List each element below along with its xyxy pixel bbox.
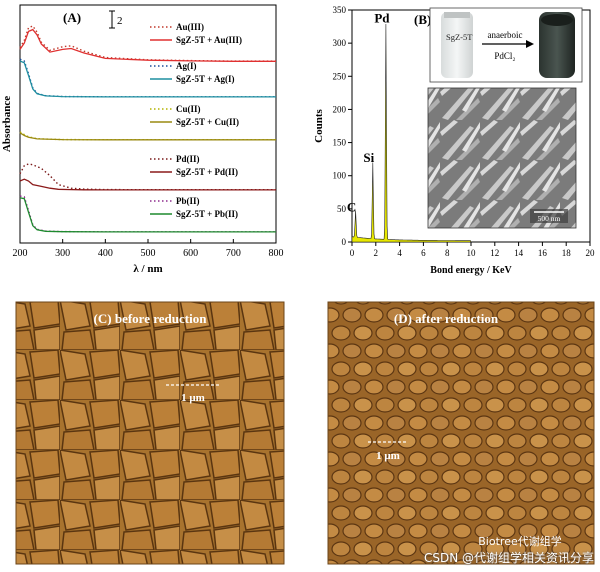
x-tick-label-b: 4 [397, 248, 402, 258]
x-tick-label-b: 0 [350, 248, 355, 258]
y-axis-label-b: Counts [313, 108, 325, 142]
inset-arrow-top: anaerboic [488, 30, 523, 40]
spectrum-area [351, 23, 472, 243]
panel-c-label: (C) before reduction [94, 311, 208, 326]
y-tick-label-b: 150 [333, 138, 347, 148]
y-tick-label-b: 350 [333, 5, 347, 15]
legend-label: SgZ-5T + Au(III) [176, 35, 242, 45]
curves-a [19, 25, 276, 233]
series-line [19, 58, 276, 98]
x-tick-label-a: 200 [13, 248, 28, 259]
legend-label: Pd(II) [176, 154, 200, 164]
legend-label: SgZ-5T + Cu(II) [176, 117, 239, 127]
panel-d-label: (D) after reduction [394, 311, 499, 326]
panel-b: Counts Bond energy / KeV 0 2 4 6 8 10 12 14 16 18… [313, 5, 595, 276]
y-tick-label-b: 100 [333, 171, 347, 181]
x-tick-label-b: 10 [467, 248, 477, 258]
legend-label: Ag(I) [176, 61, 197, 71]
x-tick-label-a: 400 [98, 248, 113, 259]
legend-label: SgZ-5T + Ag(I) [176, 74, 234, 84]
peak-label: Pd [374, 11, 390, 26]
x-ticks-a: 200 300 400 500 600 700 800 [13, 239, 284, 259]
x-tick-label-b: 6 [421, 248, 426, 258]
y-tick-label-b: 250 [333, 71, 347, 81]
series-line [19, 28, 276, 62]
x-tick-label-b: 18 [562, 248, 572, 258]
legend-label: SgZ-5T + Pd(II) [176, 167, 238, 177]
clear-vial [441, 12, 473, 78]
watermark: CSDN @代谢组学相关资讯分享 [423, 551, 594, 565]
scale-marker-label: 2 [117, 15, 123, 27]
x-axis-label-b: Bond energy / KeV [430, 265, 512, 276]
series-line [19, 132, 276, 141]
y-tick-label-b: 200 [333, 104, 347, 114]
panel-b-label: (B) [414, 12, 431, 27]
arrow-head-icon [526, 40, 534, 48]
series-line [19, 60, 276, 98]
x-tick-label-b: 20 [586, 248, 596, 258]
scale-label-c: 1 μm [181, 392, 205, 404]
peak-label: Si [363, 150, 374, 165]
x-tick-label-b: 8 [445, 248, 450, 258]
scale-marker: 2 [109, 10, 123, 29]
x-tick-label-b: 16 [538, 248, 548, 258]
x-tick-label-a: 300 [55, 248, 70, 259]
y-tick-label-b: 50 [337, 204, 347, 214]
x-tick-label-b: 12 [490, 248, 499, 258]
legend-label: Au(III) [176, 22, 204, 32]
peak-labels: C Si Pd [347, 11, 390, 215]
x-tick-label-a: 500 [141, 248, 156, 259]
wechat-tag: Biotree代谢组学 [478, 534, 561, 548]
legends-a: Au(III) SgZ-5T + Au(III) Ag(I) SgZ-5T + Ag(… [150, 22, 242, 219]
sem-scale-label: 500 nm [538, 214, 561, 223]
y-tick-label-b: 300 [333, 38, 347, 48]
panel-d: (D) after reduction 1 μm Biotree代谢组学 [327, 301, 595, 565]
dark-vial [539, 12, 575, 78]
afm-image-c [16, 302, 284, 564]
x-axis-label-a: λ / nm [133, 263, 162, 275]
eds-spectrum [351, 23, 472, 243]
legend-label: Pb(II) [176, 196, 200, 206]
x-tick-label-b: 14 [514, 248, 524, 258]
legend-label: Cu(II) [176, 104, 201, 114]
x-tick-label-a: 700 [226, 248, 241, 259]
sem-inset: 500 nm [427, 87, 577, 229]
panel-a: (A) 2 Absorbance 200 300 400 500 600 700 800 λ… [1, 4, 284, 275]
scale-label-d: 1 μm [376, 450, 400, 462]
peak-label: C [347, 199, 356, 214]
afm-image-d [328, 302, 594, 564]
legend-label: SgZ-5T + Pb(II) [176, 209, 238, 219]
y-axis-label-a: Absorbance [1, 96, 13, 152]
x-tick-label-b: 2 [374, 248, 379, 258]
series-line [19, 197, 276, 233]
y-tick-label-b: 0 [342, 237, 347, 247]
inset-arrow-bottom: PdCl₂ [494, 51, 515, 61]
inset-left-label: SgZ-5T [446, 32, 473, 42]
x-tick-label-a: 800 [269, 248, 284, 259]
panel-c: (C) before reduction 1 μm [15, 301, 285, 565]
panel-a-label: (A) [63, 10, 81, 25]
series-line [19, 178, 276, 191]
vial-inset: SgZ-5T anaerboic PdCl₂ [429, 7, 583, 83]
series-line [19, 131, 276, 141]
x-tick-label-a: 600 [183, 248, 198, 259]
